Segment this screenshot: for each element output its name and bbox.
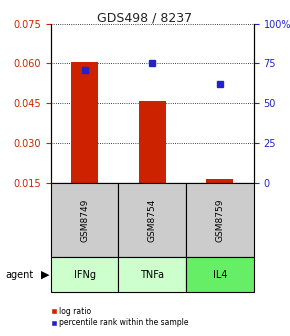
Legend: log ratio, percentile rank within the sample: log ratio, percentile rank within the sa… bbox=[49, 304, 192, 331]
Bar bbox=[139, 101, 166, 183]
Text: GSM8749: GSM8749 bbox=[80, 198, 89, 242]
Bar bbox=[71, 62, 98, 183]
Text: IFNg: IFNg bbox=[74, 270, 96, 280]
Text: agent: agent bbox=[6, 270, 34, 280]
Text: GDS498 / 8237: GDS498 / 8237 bbox=[97, 12, 193, 25]
Text: IL4: IL4 bbox=[213, 270, 227, 280]
Bar bbox=[206, 179, 233, 183]
Text: GSM8759: GSM8759 bbox=[215, 198, 224, 242]
Text: TNFa: TNFa bbox=[140, 270, 164, 280]
Text: ▶: ▶ bbox=[41, 270, 49, 280]
Text: GSM8754: GSM8754 bbox=[148, 198, 157, 242]
